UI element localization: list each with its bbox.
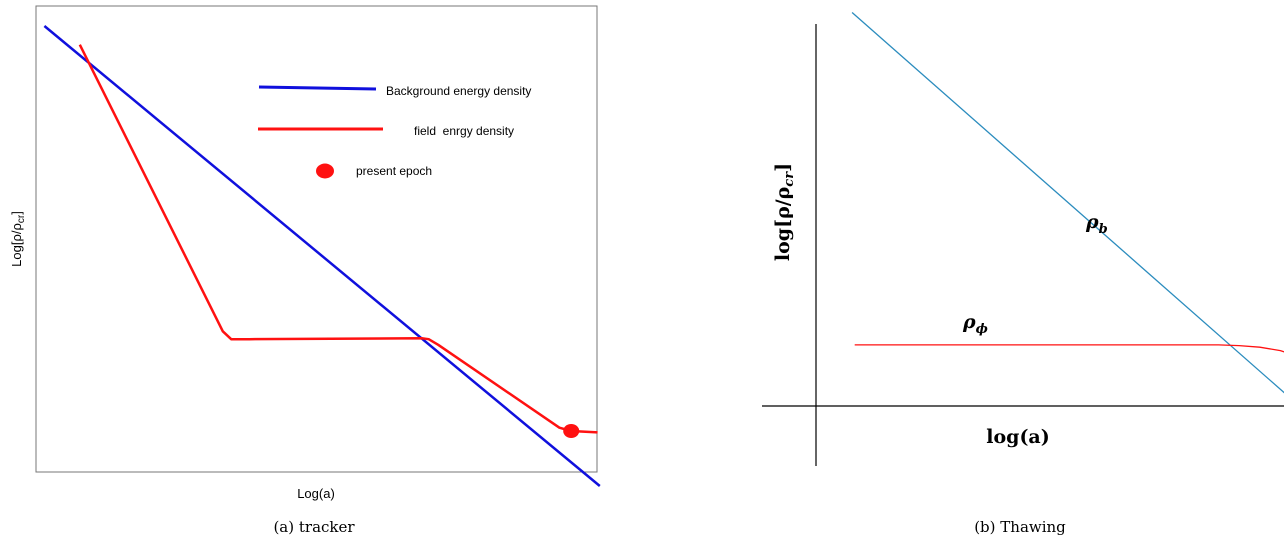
chart-a-series-group [43, 25, 601, 487]
chart-b-series-line-1 [854, 344, 1284, 353]
chart-a-ylabel-end: ] [9, 211, 24, 215]
chart-a-ylabel-main: Log[ρ/ρ [9, 223, 24, 267]
chart-a-legend: Background energy density field enrgy de… [258, 84, 531, 179]
chart-b-series-line-0 [851, 12, 1284, 394]
chart-a-frame [35, 5, 598, 473]
chart-a-ylabel-sub: cr [16, 214, 27, 223]
chart-b-ylabel: log[ρ/ρcr] [772, 163, 797, 261]
chart-a-series-line-0 [43, 25, 601, 487]
legend-marker-present-epoch [316, 163, 334, 179]
chart-b-series-group [851, 12, 1284, 394]
annotation-rho-phi-sub: ϕ [976, 322, 988, 337]
annotation-rho-b-main: ρ [1085, 211, 1099, 233]
legend-swatch-background [258, 85, 377, 91]
chart-a-ylabel: Log[ρ/ρcr] [9, 211, 27, 267]
annotation-rho-phi: ρϕ [962, 311, 988, 337]
chart-a-xlabel: Log(a) [297, 486, 335, 501]
chart-b-ylabel-sub: cr [782, 171, 797, 187]
legend-label-present-epoch: present epoch [356, 164, 432, 178]
chart-b: ρb ρϕ log(a) log[ρ/ρcr] (b) Thawing [762, 12, 1284, 536]
annotation-rho-phi-main: ρ [962, 311, 976, 333]
chart-b-caption: (b) Thawing [974, 518, 1066, 536]
present-epoch-marker [563, 424, 580, 438]
chart-a: Background energy density field enrgy de… [9, 5, 601, 536]
legend-label-background: Background energy density [386, 84, 531, 98]
chart-b-ylabel-end: ] [772, 163, 794, 172]
chart-b-ylabel-main: log[ρ/ρ [772, 187, 794, 261]
annotation-rho-b: ρb [1085, 211, 1108, 237]
chart-a-series-line-1 [78, 44, 598, 434]
legend-label-field: field enrgy density [414, 124, 514, 138]
chart-a-caption: (a) tracker [273, 518, 355, 536]
annotation-rho-b-sub: b [1099, 222, 1108, 237]
chart-b-xlabel: log(a) [986, 426, 1049, 448]
